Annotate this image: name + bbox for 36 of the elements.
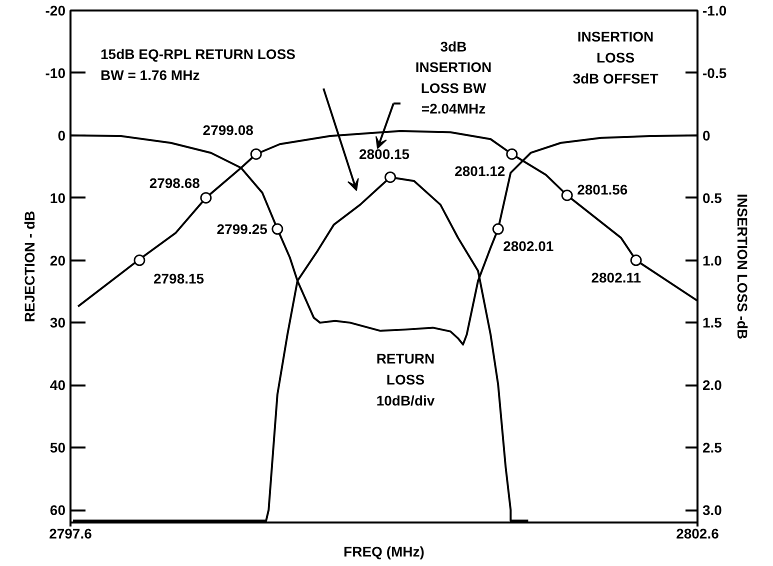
y2-tick-label: 1.5: [702, 314, 722, 331]
y2-tick-label: -1.0: [702, 2, 727, 18]
y-axis-title: REJECTION - dB: [21, 210, 38, 322]
y-tick-label: -10: [45, 64, 66, 81]
annotation: 3dB INSERTION LOSS BW =2.04MHz: [415, 38, 492, 117]
annotation: RETURN LOSS 10dB/div: [376, 350, 435, 408]
annotation: 2799.08: [202, 122, 254, 138]
x-tick-label: 2802.6: [676, 526, 720, 542]
y2-tick-label: 0: [702, 127, 710, 144]
y-tick-label: 20: [50, 252, 66, 268]
y-tick-label: 60: [50, 502, 66, 518]
annotation: 2799.25: [216, 221, 268, 238]
annotation: 2802.01: [503, 238, 554, 254]
annotation: 2800.15: [358, 146, 410, 162]
y2-tick-label: 3.0: [702, 502, 722, 518]
y-tick-label: 0: [58, 127, 66, 144]
annotation: 2802.11: [591, 269, 642, 286]
annotation: 2798.15: [153, 270, 204, 286]
y2-tick-label: -0.5: [702, 64, 727, 81]
annotation: 2801.56: [577, 181, 628, 198]
y2-axis-title: INSERTION LOSS -dB: [734, 194, 751, 340]
y-tick-label: -20: [45, 2, 66, 18]
y-tick-label: 40: [50, 377, 66, 394]
y2-tick-label: 2.0: [702, 377, 722, 394]
x-axis-title: FREQ (MHz): [344, 544, 424, 560]
y-tick-label: 10: [50, 190, 66, 206]
y-tick-label: 50: [50, 440, 66, 456]
annotation: 15dB EQ-RPL RETURN LOSS BW = 1.76 MHz: [100, 46, 296, 83]
annotation: INSERTION LOSS 3dB OFFSET: [572, 28, 659, 86]
y-tick-label: 30: [50, 314, 66, 331]
y2-tick-label: 1.0: [702, 252, 722, 268]
annotation: 2801.12: [454, 163, 506, 180]
x-tick-label: 2797.6: [49, 526, 92, 542]
annotation: 2798.68: [149, 174, 200, 191]
y2-tick-label: 0.5: [702, 190, 722, 206]
y2-tick-label: 2.5: [702, 440, 722, 456]
